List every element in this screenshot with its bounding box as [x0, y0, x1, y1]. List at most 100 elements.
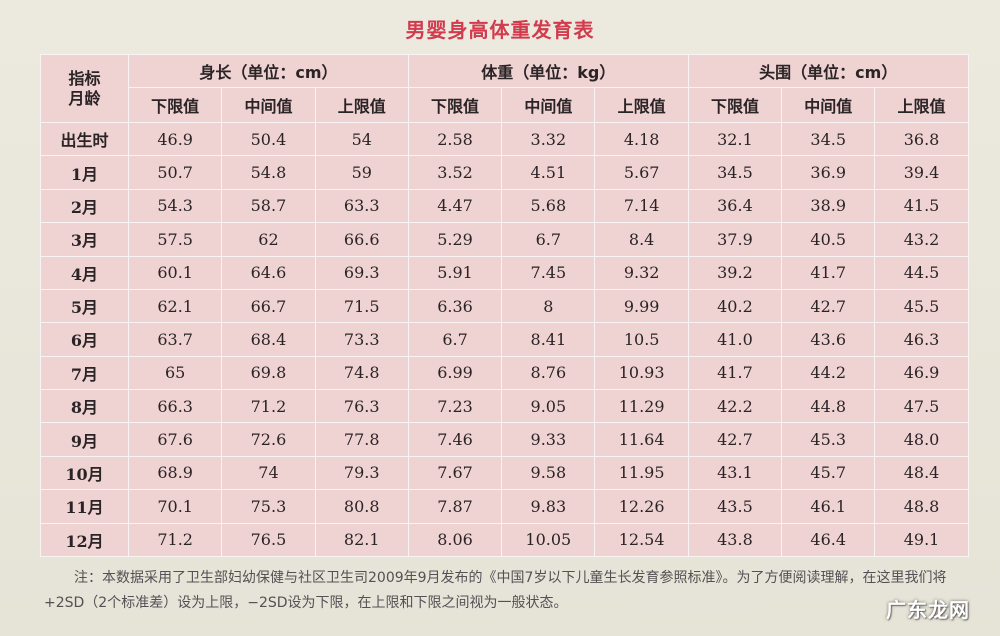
- table-cell: 41.7: [687, 355, 783, 391]
- table-row: 5月 62.1 66.7 71.5 6.36 8 9.99 40.2 42.7 45.5: [40, 288, 969, 324]
- row-label-age: 8月: [40, 388, 129, 424]
- table-cell: 8.76: [501, 355, 596, 391]
- row-label-age: 4月: [40, 255, 129, 290]
- table-cell: 12.54: [594, 522, 689, 557]
- row-label-age: 1月: [40, 155, 129, 190]
- sub-header-cell: 中间值: [781, 87, 876, 123]
- table-cell: 68.4: [221, 322, 316, 357]
- table-cell: 66.6: [314, 222, 409, 257]
- page-title: 男婴身高体重发育表: [405, 18, 595, 42]
- table-cell: 46.4: [781, 522, 876, 557]
- row-label-age: 10月: [40, 455, 129, 491]
- table-cell: 9.83: [501, 489, 596, 524]
- table-cell: 8.06: [407, 522, 503, 557]
- row-label-age: 出生时: [40, 121, 129, 157]
- table-cell: 63.3: [314, 188, 409, 224]
- table-cell: 5.91: [407, 255, 503, 290]
- corner-header-age: 月龄: [68, 88, 101, 108]
- table-cell: 5.68: [501, 188, 596, 224]
- table-cell: 57.5: [127, 222, 223, 257]
- table-body: 出生时 46.9 50.4 54 2.58 3.32 4.18 32.1 34.5 36.8 1月 5…: [40, 121, 969, 557]
- table-cell: 70.1: [127, 489, 223, 524]
- table-cell: 46.1: [781, 489, 876, 524]
- table-cell: 43.6: [781, 322, 876, 357]
- table-cell: 4.18: [594, 121, 689, 157]
- table-cell: 36.8: [874, 121, 969, 157]
- table-cell: 82.1: [314, 522, 409, 557]
- table-cell: 71.2: [127, 522, 223, 557]
- table-cell: 48.4: [874, 455, 969, 491]
- row-label-age: 11月: [40, 489, 129, 524]
- table-cell: 11.64: [594, 422, 689, 457]
- table-cell: 54: [314, 121, 409, 157]
- table-cell: 48.8: [874, 489, 969, 524]
- table-cell: 5.29: [407, 222, 503, 257]
- table-cell: 7.87: [407, 489, 503, 524]
- sub-header-cell: 上限值: [314, 87, 409, 123]
- table-cell: 40.5: [781, 222, 876, 257]
- table-cell: 80.8: [314, 489, 409, 524]
- table-cell: 50.7: [127, 155, 223, 190]
- table-cell: 71.5: [314, 288, 409, 324]
- table-cell: 76.5: [221, 522, 316, 557]
- group-header-length: 身长（单位：cm）: [128, 54, 409, 88]
- table-cell: 54.8: [221, 155, 316, 190]
- table-cell: 39.4: [874, 155, 969, 190]
- table-cell: 66.3: [127, 388, 223, 424]
- table-cell: 9.99: [594, 288, 689, 324]
- row-label-age: 9月: [40, 422, 129, 457]
- table-cell: 72.6: [221, 422, 316, 457]
- table-cell: 67.6: [127, 422, 223, 457]
- table-cell: 36.9: [781, 155, 876, 190]
- table-cell: 43.2: [874, 222, 969, 257]
- table-cell: 46.3: [874, 322, 969, 357]
- table-cell: 41.5: [874, 188, 969, 224]
- footnote: 注：本数据采用了卫生部妇幼保健与社区卫生司2009年9月发布的《中国7岁以下儿童…: [44, 570, 947, 611]
- table-cell: 11.95: [594, 455, 689, 491]
- table-cell: 63.7: [127, 322, 223, 357]
- table-row: 出生时 46.9 50.4 54 2.58 3.32 4.18 32.1 34.5 36.8: [40, 121, 969, 157]
- table-cell: 8.4: [594, 222, 689, 257]
- table-cell: 68.9: [127, 455, 223, 491]
- table-cell: 71.2: [221, 388, 316, 424]
- table-cell: 43.8: [687, 522, 783, 557]
- table-row: 1月 50.7 54.8 59 3.52 4.51 5.67 34.5 36.9 39.4: [40, 155, 969, 190]
- table-cell: 38.9: [781, 188, 876, 224]
- table-cell: 32.1: [687, 121, 783, 157]
- row-label-age: 3月: [40, 222, 129, 257]
- table-row: 3月 57.5 62 66.6 5.29 6.7 8.4 37.9 40.5 43.2: [40, 222, 969, 257]
- group-header-head: 头围（单位：cm）: [687, 54, 969, 88]
- table-cell: 45.5: [874, 288, 969, 324]
- table-cell: 7.46: [407, 422, 503, 457]
- table-cell: 45.3: [781, 422, 876, 457]
- table-cell: 10.05: [501, 522, 596, 557]
- table-cell: 42.7: [687, 422, 783, 457]
- table-cell: 9.05: [501, 388, 596, 424]
- table-cell: 42.7: [781, 288, 876, 324]
- table-row: 2月 54.3 58.7 63.3 4.47 5.68 7.14 36.4 38.9 41.5: [40, 188, 969, 224]
- sub-header-row: 下限值 中间值 上限值 下限值 中间值 上限值 下限值 中间值 上限值: [41, 87, 969, 123]
- table-cell: 62.1: [127, 288, 223, 324]
- table-cell: 8.41: [501, 322, 596, 357]
- table-cell: 8: [501, 288, 596, 324]
- table-cell: 3.32: [501, 121, 596, 157]
- table-cell: 44.2: [781, 355, 876, 391]
- table-cell: 59: [314, 155, 409, 190]
- table-cell: 66.7: [221, 288, 316, 324]
- table-cell: 44.8: [781, 388, 876, 424]
- table-cell: 12.26: [594, 489, 689, 524]
- table-cell: 7.67: [407, 455, 503, 491]
- sub-header-cell: 中间值: [221, 87, 316, 123]
- table-cell: 43.1: [687, 455, 783, 491]
- table-cell: 64.6: [221, 255, 316, 290]
- sub-header-cell: 下限值: [127, 87, 223, 123]
- table-cell: 36.4: [687, 188, 783, 224]
- table-cell: 74.8: [314, 355, 409, 391]
- table-cell: 6.7: [501, 222, 596, 257]
- table-cell: 76.3: [314, 388, 409, 424]
- table-cell: 10.5: [594, 322, 689, 357]
- table-cell: 10.93: [594, 355, 689, 391]
- table-cell: 73.3: [314, 322, 409, 357]
- row-label-age: 7月: [40, 355, 129, 391]
